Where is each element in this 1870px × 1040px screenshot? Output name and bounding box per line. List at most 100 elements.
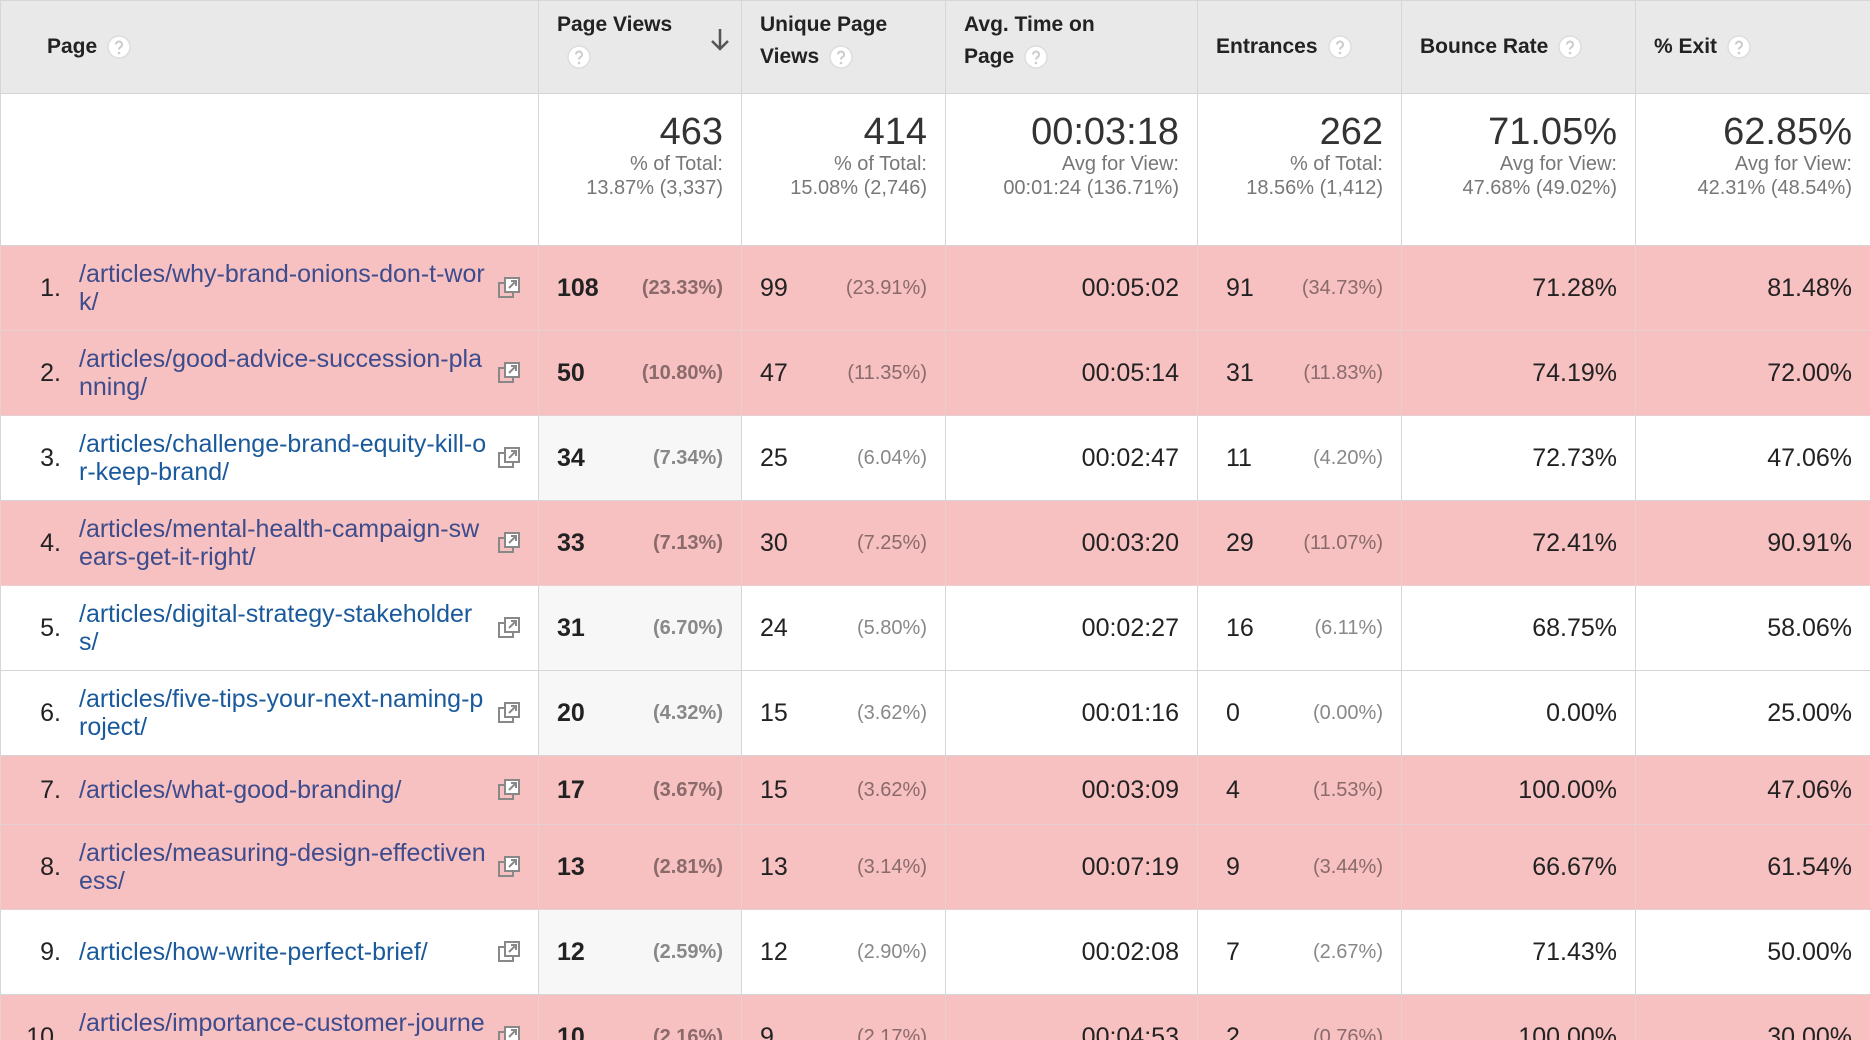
open-link-icon[interactable] xyxy=(496,700,522,726)
open-link-icon[interactable] xyxy=(496,615,522,641)
unique-percent: (3.62%) xyxy=(856,701,927,724)
unique-views: 24 xyxy=(760,613,788,642)
page-link[interactable]: /articles/mental-health-campaign-swears-… xyxy=(79,515,480,571)
column-header[interactable]: Page xyxy=(0,0,539,94)
entrances-cell: 29 (11.07%) xyxy=(1197,500,1402,586)
open-link-icon[interactable] xyxy=(496,777,522,803)
page-link[interactable]: /articles/how-write-perfect-brief/ xyxy=(79,938,428,966)
page-link[interactable]: /articles/five-tips-your-next-naming-pro… xyxy=(79,685,484,741)
page-link[interactable]: /articles/challenge-brand-equity-kill-or… xyxy=(79,430,487,486)
rank: 10. xyxy=(26,1022,61,1040)
summary-blank xyxy=(0,93,539,246)
page-link[interactable]: /articles/why-brand-onions-don-t-work/ xyxy=(79,260,485,316)
unique-percent: (2.90%) xyxy=(856,940,927,963)
column-header[interactable]: Avg. Time on Page xyxy=(945,0,1198,94)
help-icon[interactable] xyxy=(829,45,853,70)
page-cell: 10. /articles/importance-customer-journey… xyxy=(0,994,539,1040)
header-label: Unique Page Views xyxy=(760,13,888,68)
unique-percent: (6.04%) xyxy=(856,446,927,469)
avg-time: 00:04:53 xyxy=(1081,1022,1179,1040)
bounce-cell: 68.75% xyxy=(1401,585,1636,671)
unique-views: 12 xyxy=(760,937,788,966)
data-row: 8. /articles/measuring-design-effectivene… xyxy=(0,824,1870,910)
summary-detail: 00:01:24 (136.71%) xyxy=(1003,177,1179,199)
rank: 3. xyxy=(40,443,61,472)
views: 50 xyxy=(557,358,585,387)
views: 34 xyxy=(557,443,585,472)
help-icon[interactable] xyxy=(1727,35,1751,60)
data-row: 7. /articles/what-good-branding/17 (3.67%)… xyxy=(0,755,1870,825)
page-link[interactable]: /articles/digital-strategy-stakeholders/ xyxy=(79,600,473,656)
rank: 8. xyxy=(40,852,61,881)
open-link-icon[interactable] xyxy=(496,530,522,556)
open-link-icon[interactable] xyxy=(496,445,522,471)
bounce-cell: 66.67% xyxy=(1401,824,1636,910)
column-header[interactable]: Bounce Rate xyxy=(1401,0,1636,94)
rank: 7. xyxy=(40,775,61,804)
sort-arrow[interactable] xyxy=(709,27,731,53)
unique-cell: 25 (6.04%) xyxy=(741,415,946,501)
bounce-rate: 66.67% xyxy=(1532,852,1617,881)
help-icon[interactable] xyxy=(1558,35,1583,60)
bounce-rate: 71.28% xyxy=(1532,273,1617,302)
rank: 5. xyxy=(40,613,61,642)
exit-cell: 58.06% xyxy=(1635,585,1870,671)
summary-caption: % of Total: xyxy=(629,153,723,175)
column-header[interactable]: Entrances xyxy=(1197,0,1402,94)
entrances-cell: 11 (4.20%) xyxy=(1197,415,1402,501)
open-link-icon[interactable] xyxy=(496,1024,522,1040)
bounce-rate: 71.43% xyxy=(1532,937,1617,966)
entrances-percent: (11.83%) xyxy=(1303,361,1383,384)
page-link[interactable]: /articles/good-advice-succession-plannin… xyxy=(79,345,482,401)
open-link-icon[interactable] xyxy=(496,360,522,386)
summary-cell: 414% of Total: 15.08% (2,746) xyxy=(741,93,946,246)
open-link-icon[interactable] xyxy=(496,854,522,880)
page-link[interactable]: /articles/importance-customer-journey/ xyxy=(79,1009,485,1040)
entrances-percent: (1.53%) xyxy=(1312,778,1383,801)
open-link-icon[interactable] xyxy=(496,939,522,965)
header-label: % Exit xyxy=(1654,35,1718,58)
views: 17 xyxy=(557,775,585,804)
views-percent: (2.59%) xyxy=(652,940,723,963)
exit-cell: 90.91% xyxy=(1635,500,1870,586)
unique-cell: 15 (3.62%) xyxy=(741,670,946,756)
unique-cell: 47 (11.35%) xyxy=(741,330,946,416)
bounce-rate: 72.41% xyxy=(1532,528,1617,557)
help-icon[interactable] xyxy=(567,45,591,70)
entrances-cell: 0 (0.00%) xyxy=(1197,670,1402,756)
summary-value: 463 xyxy=(659,111,723,153)
entrances-cell: 9 (3.44%) xyxy=(1197,824,1402,910)
page-link[interactable]: /articles/what-good-branding/ xyxy=(79,776,402,804)
header-label: Entrances xyxy=(1216,35,1318,58)
column-header[interactable]: Unique Page Views xyxy=(741,0,946,94)
help-icon[interactable] xyxy=(107,35,131,60)
exit-cell: 81.48% xyxy=(1635,245,1870,331)
views: 108 xyxy=(557,273,599,302)
views-percent: (2.16%) xyxy=(652,1025,723,1040)
entrances-cell: 91 (34.73%) xyxy=(1197,245,1402,331)
exit-cell: 50.00% xyxy=(1635,909,1870,995)
views-cell: 20 (4.32%) xyxy=(538,670,742,756)
rank: 9. xyxy=(40,937,61,966)
time-cell: 00:02:27 xyxy=(945,585,1198,671)
exit-cell: 25.00% xyxy=(1635,670,1870,756)
summary-caption: Avg for View: xyxy=(1499,153,1617,175)
entrances: 31 xyxy=(1226,358,1254,387)
unique-views: 9 xyxy=(760,1022,774,1040)
open-link-icon[interactable] xyxy=(496,275,522,301)
summary-cell: 71.05% Avg for View: 47.68% (49.02%) xyxy=(1401,93,1636,246)
page-link[interactable]: /articles/measuring-design-effectiveness… xyxy=(79,839,486,895)
views-percent: (7.13%) xyxy=(652,531,723,554)
column-header[interactable]: Page Views xyxy=(538,0,742,94)
data-row: 3. /articles/challenge-brand-equity-kill-… xyxy=(0,415,1870,501)
unique-views: 13 xyxy=(760,852,788,881)
entrances-cell: 2 (0.76%) xyxy=(1197,994,1402,1040)
help-icon[interactable] xyxy=(1327,35,1352,60)
exit-rate: 90.91% xyxy=(1767,528,1852,557)
column-header[interactable]: % Exit xyxy=(1635,0,1870,94)
views: 12 xyxy=(557,937,585,966)
help-icon[interactable] xyxy=(1024,45,1048,70)
views-percent: (2.81%) xyxy=(652,855,723,878)
views: 13 xyxy=(557,852,585,881)
summary-value: 71.05% xyxy=(1488,111,1617,153)
